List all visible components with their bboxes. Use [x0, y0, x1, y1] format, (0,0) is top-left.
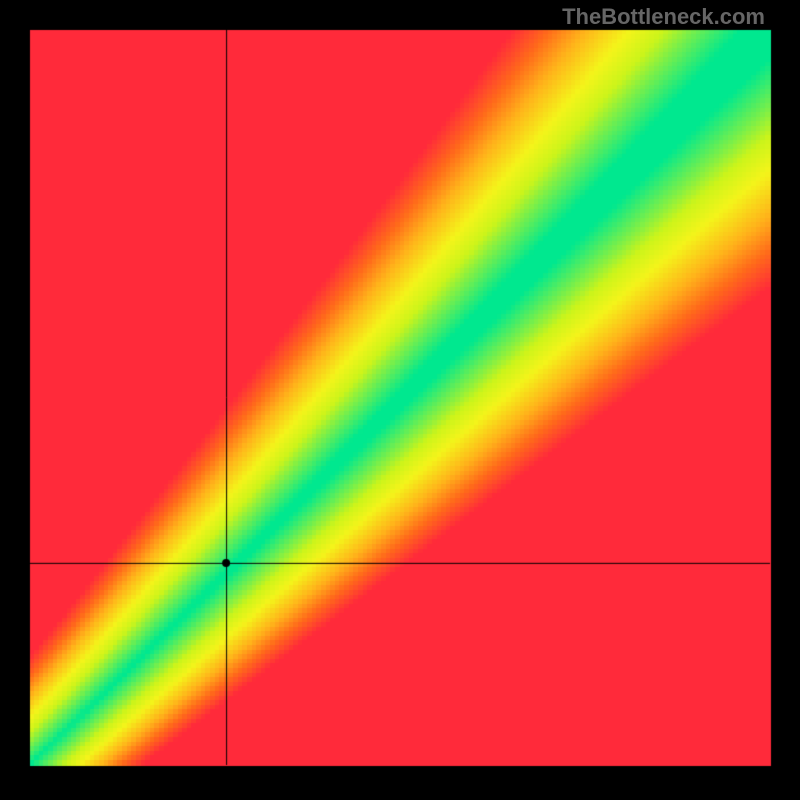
chart-container: TheBottleneck.com: [0, 0, 800, 800]
bottleneck-heatmap-canvas: [0, 0, 800, 800]
watermark-text: TheBottleneck.com: [562, 4, 765, 30]
